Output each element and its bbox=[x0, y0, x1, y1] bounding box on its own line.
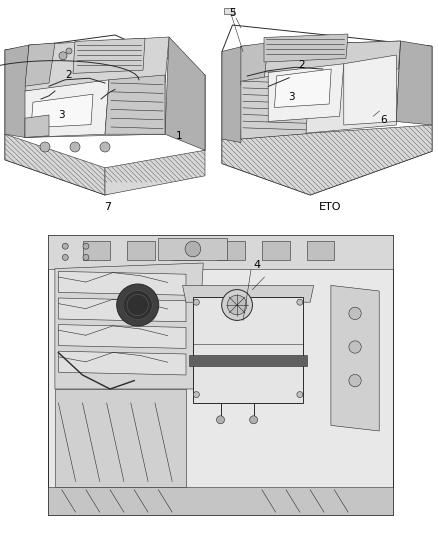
Circle shape bbox=[62, 254, 68, 261]
Circle shape bbox=[297, 392, 303, 398]
Polygon shape bbox=[25, 75, 165, 138]
Polygon shape bbox=[5, 134, 105, 195]
Polygon shape bbox=[58, 298, 186, 322]
Polygon shape bbox=[25, 115, 49, 138]
Polygon shape bbox=[105, 150, 205, 195]
Polygon shape bbox=[5, 45, 29, 138]
Polygon shape bbox=[275, 69, 331, 108]
Polygon shape bbox=[331, 285, 379, 431]
Polygon shape bbox=[268, 64, 344, 122]
Bar bbox=[172, 240, 200, 260]
Circle shape bbox=[123, 290, 152, 320]
Circle shape bbox=[222, 289, 252, 320]
Polygon shape bbox=[241, 41, 400, 139]
Bar bbox=[262, 240, 290, 260]
Bar bbox=[48, 487, 393, 515]
Bar bbox=[48, 235, 393, 515]
Polygon shape bbox=[25, 80, 109, 138]
Bar bbox=[224, 8, 234, 14]
Circle shape bbox=[193, 392, 199, 398]
Circle shape bbox=[70, 142, 80, 152]
Bar bbox=[193, 296, 303, 403]
Text: ETO: ETO bbox=[319, 202, 341, 212]
Bar bbox=[48, 235, 393, 269]
Polygon shape bbox=[396, 41, 432, 125]
Polygon shape bbox=[344, 55, 396, 125]
Polygon shape bbox=[222, 125, 432, 195]
Circle shape bbox=[185, 241, 201, 257]
Text: 2: 2 bbox=[298, 61, 305, 70]
Bar bbox=[82, 240, 110, 260]
Text: 2: 2 bbox=[66, 70, 72, 80]
Polygon shape bbox=[183, 285, 314, 302]
Text: 4: 4 bbox=[253, 260, 260, 270]
Text: 5: 5 bbox=[230, 8, 237, 18]
Polygon shape bbox=[55, 263, 203, 389]
Polygon shape bbox=[25, 37, 169, 91]
Polygon shape bbox=[58, 325, 186, 349]
Text: 3: 3 bbox=[288, 92, 295, 102]
Bar bbox=[307, 240, 334, 260]
Circle shape bbox=[250, 416, 258, 424]
Circle shape bbox=[59, 52, 67, 60]
Bar bbox=[190, 355, 307, 366]
Circle shape bbox=[100, 142, 110, 152]
Circle shape bbox=[66, 48, 72, 54]
Polygon shape bbox=[241, 69, 310, 139]
Circle shape bbox=[297, 299, 303, 305]
Text: 1: 1 bbox=[176, 131, 182, 141]
Circle shape bbox=[349, 375, 361, 387]
Circle shape bbox=[227, 295, 247, 315]
Text: 7: 7 bbox=[104, 202, 112, 212]
Circle shape bbox=[349, 307, 361, 320]
Polygon shape bbox=[73, 38, 145, 74]
Polygon shape bbox=[5, 35, 205, 195]
Polygon shape bbox=[165, 37, 205, 150]
Polygon shape bbox=[105, 75, 165, 134]
Circle shape bbox=[216, 416, 225, 424]
Circle shape bbox=[62, 243, 68, 249]
Text: 6: 6 bbox=[380, 115, 387, 125]
Polygon shape bbox=[222, 25, 432, 195]
Bar bbox=[127, 240, 155, 260]
Circle shape bbox=[83, 254, 89, 261]
Circle shape bbox=[40, 142, 50, 152]
Polygon shape bbox=[241, 41, 400, 72]
Circle shape bbox=[83, 243, 89, 249]
Polygon shape bbox=[58, 351, 186, 375]
Polygon shape bbox=[25, 43, 55, 86]
Polygon shape bbox=[241, 43, 268, 85]
Polygon shape bbox=[264, 34, 348, 62]
Polygon shape bbox=[58, 271, 186, 295]
Bar bbox=[217, 240, 245, 260]
Bar bbox=[159, 238, 227, 260]
Text: 3: 3 bbox=[58, 110, 64, 120]
Circle shape bbox=[349, 341, 361, 353]
Circle shape bbox=[193, 299, 199, 305]
Polygon shape bbox=[55, 389, 186, 487]
Polygon shape bbox=[222, 46, 243, 142]
Polygon shape bbox=[31, 94, 93, 128]
Circle shape bbox=[117, 284, 159, 326]
